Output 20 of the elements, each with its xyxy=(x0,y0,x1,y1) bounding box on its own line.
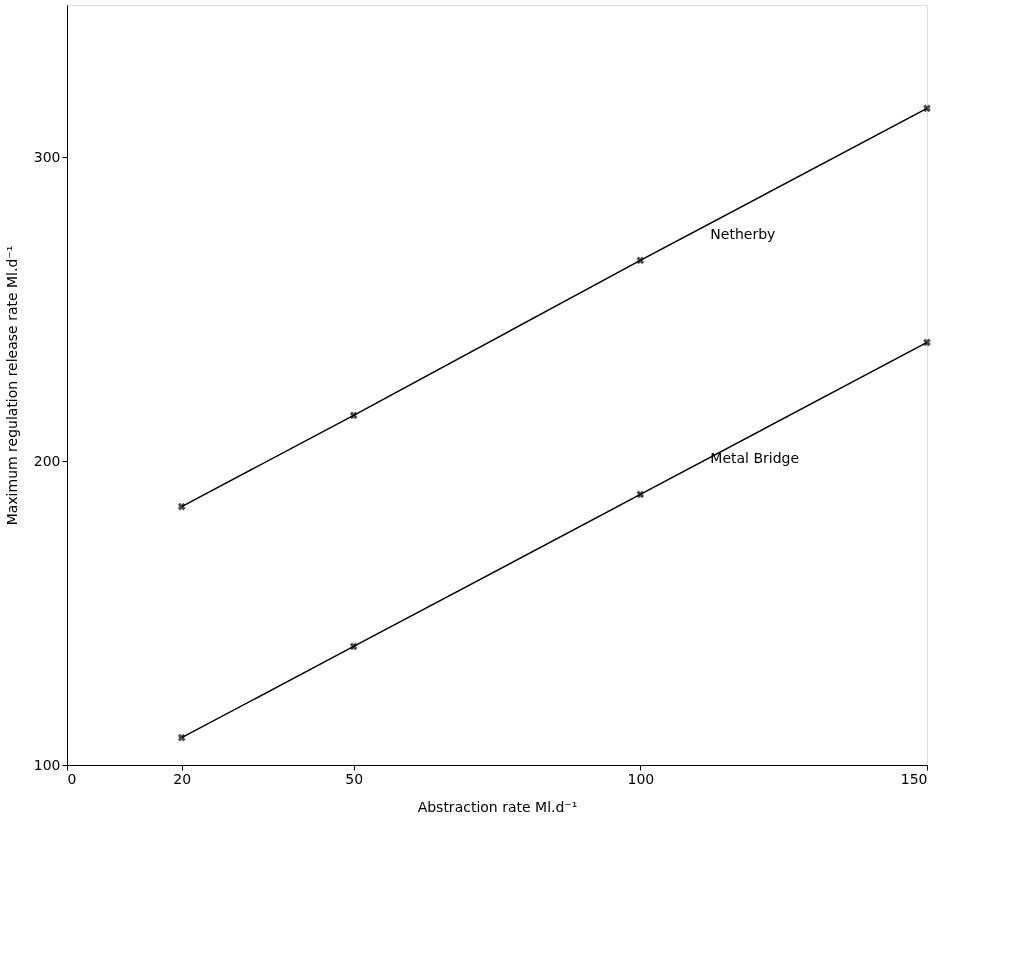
y-tick-label: 300 xyxy=(33,148,61,165)
point xyxy=(636,256,645,265)
point xyxy=(349,642,358,651)
x-tick-label: 100 xyxy=(627,770,655,787)
y-tick-label: 200 xyxy=(33,452,61,469)
series-label: Metal Bridge xyxy=(710,450,800,467)
y-axis-title: Maximum regulation release rate Ml.d⁻¹ xyxy=(3,245,20,526)
point xyxy=(177,733,186,742)
point xyxy=(636,490,645,499)
point xyxy=(349,411,358,420)
x-tick-label: 20 xyxy=(173,770,192,787)
point xyxy=(923,338,931,347)
point xyxy=(923,104,931,113)
x-tick-label: 0 xyxy=(67,770,77,787)
y-tick-label: 100 xyxy=(33,756,61,773)
x-tick-label: 150 xyxy=(900,770,928,787)
x-axis-title: Abstraction rate Ml.d⁻¹ xyxy=(417,798,578,815)
x-tick-label: 50 xyxy=(345,770,364,787)
series-label: Netherby xyxy=(710,226,776,243)
point xyxy=(177,502,186,511)
